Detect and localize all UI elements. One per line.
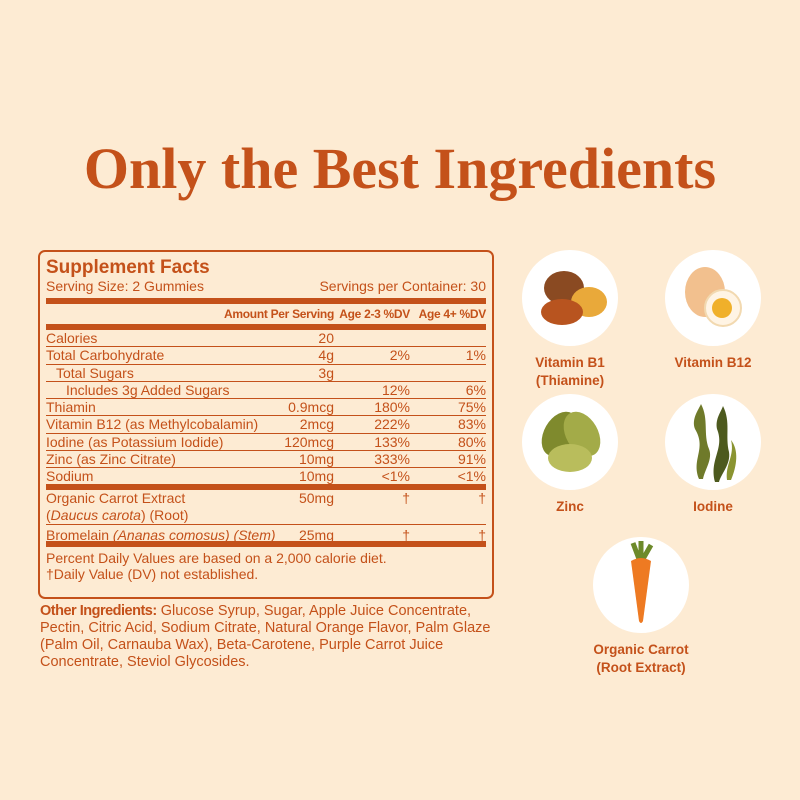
table-row: Iodine (as Potassium Iodide) 120mcg 133% 80… (46, 433, 486, 452)
latin-name: (Ananas comosus) (Stem) (112, 527, 276, 542)
pumpkin-seeds-icon (522, 394, 618, 490)
row-amount: 120mcg (284, 433, 334, 450)
table-row: Bromelain (Ananas comosus) (Stem) 25mg † … (46, 525, 486, 548)
row-name: Calories (46, 330, 98, 346)
row-dv1: <1% (381, 468, 410, 485)
row-dv1 (334, 330, 410, 346)
row-name: Sodium (46, 468, 94, 485)
column-headers: Amount Per Serving Age 2-3 %DV Age 4+ %D… (46, 304, 486, 330)
table-row: Total Sugars 3g (46, 365, 486, 382)
ingredient-label: Iodine (693, 499, 733, 514)
servings-per-container: Servings per Container: 30 (319, 278, 486, 294)
row-name: Includes 3g Added Sugars (66, 381, 230, 398)
supplement-facts-panel: Supplement Facts Serving Size: 2 Gummies… (38, 250, 494, 599)
facts-heading: Supplement Facts (46, 257, 210, 278)
serving-size: Serving Size: 2 Gummies (46, 278, 204, 294)
col-dv-4: Age 4+ %DV (418, 306, 487, 321)
table-row: Vitamin B12 (as Methylcobalamin) 2mcg 222%… (46, 416, 486, 434)
row-dv1: 180% (374, 399, 410, 416)
row-dv2: 80% (457, 433, 486, 450)
seaweed-icon (665, 394, 761, 490)
nuts-icon (522, 250, 618, 346)
row-amount: 4g (318, 347, 334, 364)
footnote: †Daily Value (DV) not established. (46, 566, 259, 583)
row-dv1: 333% (374, 451, 410, 468)
row-name-block: Organic Carrot Extract (Daucus carota) (… (46, 490, 188, 524)
row-amount: 0.9mcg (288, 399, 334, 416)
ingredient-vitamin-b1: Vitamin B1 (Thiamine) (500, 250, 640, 390)
table-row: Thiamin 0.9mcg 180% 75% (46, 399, 486, 417)
other-label: Other Ingredients: (40, 603, 157, 619)
row-name-block: Bromelain (Ananas comosus) (Stem) (46, 525, 276, 541)
ingredient-vitamin-b12: Vitamin B12 (643, 250, 783, 372)
row-name: Total Sugars (56, 364, 134, 381)
table-row: Total Carbohydrate 4g 2% 1% (46, 347, 486, 365)
row-dv2: 6% (465, 381, 486, 398)
row-name: Zinc (as Zinc Citrate) (46, 451, 176, 468)
row-amount: 50mg (298, 490, 334, 507)
ingredient-zinc: Zinc (500, 394, 640, 516)
table-row: Includes 3g Added Sugars 12% 6% (46, 381, 486, 400)
ingredient-label: Vitamin B12 (674, 355, 752, 370)
carrot-icon (593, 537, 689, 633)
row-name: Bromelain (46, 527, 110, 542)
table-row: Zinc (as Zinc Citrate) 10mg 333% 91% (46, 451, 486, 469)
row-dv1: † (402, 527, 410, 542)
row-dv1: 12% (381, 381, 410, 398)
row-name: Organic Carrot Extract (46, 490, 186, 507)
ingredient-label: Zinc (556, 499, 584, 514)
row-dv2: <1% (457, 468, 486, 485)
egg-icon (665, 250, 761, 346)
row-dv1: † (402, 490, 410, 507)
table-row: Sodium 10mg <1% <1% (46, 468, 486, 491)
table-row: Organic Carrot Extract (Daucus carota) (… (46, 490, 486, 526)
row-amount: 20 (318, 330, 334, 346)
table-row: Calories 20 (46, 330, 486, 348)
row-dv2: † (478, 527, 486, 542)
row-dv1: 2% (389, 347, 410, 364)
divider (46, 298, 486, 304)
row-dv2: † (478, 490, 486, 507)
row-name: Vitamin B12 (as Methylcobalamin) (46, 416, 259, 433)
other-ingredients: Other Ingredients: Glucose Syrup, Sugar,… (40, 603, 500, 671)
latin-name: Daucus carota (50, 507, 141, 524)
ingredient-carrot: Organic Carrot (Root Extract) (571, 537, 711, 677)
row-dv2: 1% (465, 347, 486, 364)
ingredient-label: Vitamin B1 (Thiamine) (535, 355, 605, 388)
row-name: Thiamin (46, 399, 96, 416)
ingredient-iodine: Iodine (643, 394, 783, 516)
row-dv2: 91% (457, 451, 486, 468)
footnote: Percent Daily Values are based on a 2,00… (46, 550, 387, 567)
row-name: Total Carbohydrate (46, 347, 165, 364)
page-title: Only the Best Ingredients (83, 136, 717, 201)
row-part: (Root) (145, 507, 189, 524)
row-dv1 (334, 365, 410, 381)
row-dv2 (410, 365, 486, 381)
row-amount: 10mg (298, 451, 334, 468)
col-amount: Amount Per Serving (224, 306, 334, 321)
row-name: Iodine (as Potassium Iodide) (46, 433, 224, 450)
row-amount: 3g (318, 364, 334, 381)
row-amount: 2mcg (299, 416, 334, 433)
other-text: Glucose Syrup, Sugar, Apple Juice Concen… (40, 603, 491, 670)
row-name-line2: (Daucus carota) (Root) (46, 507, 189, 524)
row-dv2 (410, 330, 486, 346)
row-dv2: 75% (457, 399, 486, 416)
row-dv1: 222% (374, 416, 410, 433)
col-dv-2-3: Age 2-3 %DV (339, 306, 410, 321)
row-amount: 10mg (298, 468, 334, 485)
row-amount: 25mg (298, 527, 334, 542)
ingredient-label: Organic Carrot (Root Extract) (593, 642, 689, 675)
row-dv1: 133% (374, 433, 410, 450)
row-dv2: 83% (457, 416, 486, 433)
